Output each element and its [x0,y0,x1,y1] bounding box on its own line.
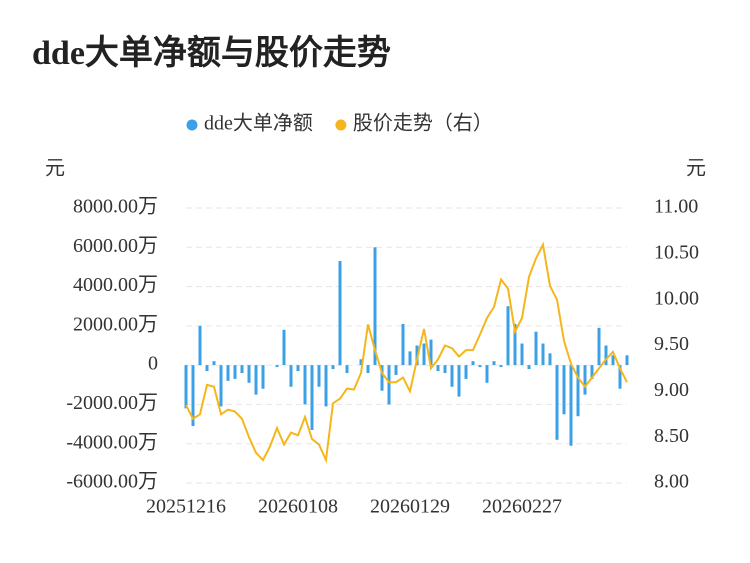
bar [527,365,531,370]
bar [219,365,223,407]
x-tick-label: 20260227 [482,496,562,518]
bar [618,365,622,389]
bar [513,323,517,366]
bar [569,365,573,446]
bar [541,343,545,366]
bar [506,306,510,366]
bar [240,365,244,373]
bar [499,365,503,368]
y-tick-label: 8000.00万 [73,196,158,218]
y-tick-label: -2000.00万 [66,392,158,414]
bar [583,365,587,395]
bar [359,359,363,366]
legend-marker [186,119,198,131]
bar [450,365,454,387]
bar [471,361,475,366]
y2-tick-label: 9.50 [654,333,689,355]
bar [254,365,258,395]
y-tick-label: -6000.00万 [66,471,158,493]
y-tick-label: 0 [148,353,158,375]
bar [625,355,629,366]
bar [576,365,580,417]
bar [198,325,202,366]
bar [590,365,594,379]
bar [562,365,566,415]
y2-tick-label: 8.50 [654,425,689,447]
bar [205,365,209,372]
bar [429,339,433,366]
y2-tick-label: 9.00 [654,379,689,401]
bar [492,361,496,366]
bar [247,365,251,383]
legend-marker [335,119,347,131]
bar [303,365,307,405]
chart-title: dde大单净额与股价走势 [32,34,391,72]
bar [331,365,335,370]
bar [555,365,559,440]
bar [184,365,188,409]
bar [324,365,328,407]
bar [436,365,440,372]
bar [338,261,342,366]
bar [212,361,216,366]
bar [191,365,195,427]
bar [485,365,489,383]
bar [422,343,426,366]
bar [275,365,279,368]
bar [261,365,265,389]
bar [534,331,538,366]
bar [380,365,384,391]
y-tick-label: 4000.00万 [73,274,158,296]
bar [464,365,468,379]
y2-tick-label: 10.00 [654,287,699,309]
x-tick-label: 20260108 [258,496,338,518]
bar [233,365,237,379]
bar [443,365,447,373]
bar [310,365,314,430]
x-tick-label: 20251216 [146,496,226,518]
y2-tick-label: 11.00 [654,196,698,218]
bar [401,323,405,366]
bar [394,365,398,375]
bar [226,365,230,381]
bar [289,365,293,387]
bar [282,329,286,366]
bar [548,353,552,366]
bar [408,351,412,366]
legend-label: dde大单净额 [204,112,313,135]
bar [317,365,321,387]
y-tick-label: 2000.00万 [73,313,158,335]
bar [478,365,482,368]
bar [366,365,370,373]
bar [604,345,608,366]
bar [597,327,601,366]
y2-tick-label: 8.00 [654,471,689,493]
y-tick-label: -4000.00万 [66,431,158,453]
y2-axis-title: 元 [686,158,706,180]
bar [611,355,615,366]
bar [345,365,349,373]
legend-label: 股价走势（右） [353,112,493,135]
bar [457,365,461,397]
x-tick-label: 20260129 [370,496,450,518]
y-axis-title: 元 [45,158,65,180]
bar [387,365,391,405]
y-tick-label: 6000.00万 [73,235,158,257]
y2-tick-label: 10.50 [654,241,699,263]
bar [520,343,524,366]
bar [373,247,377,366]
price-line [185,241,628,464]
bar [296,365,300,372]
